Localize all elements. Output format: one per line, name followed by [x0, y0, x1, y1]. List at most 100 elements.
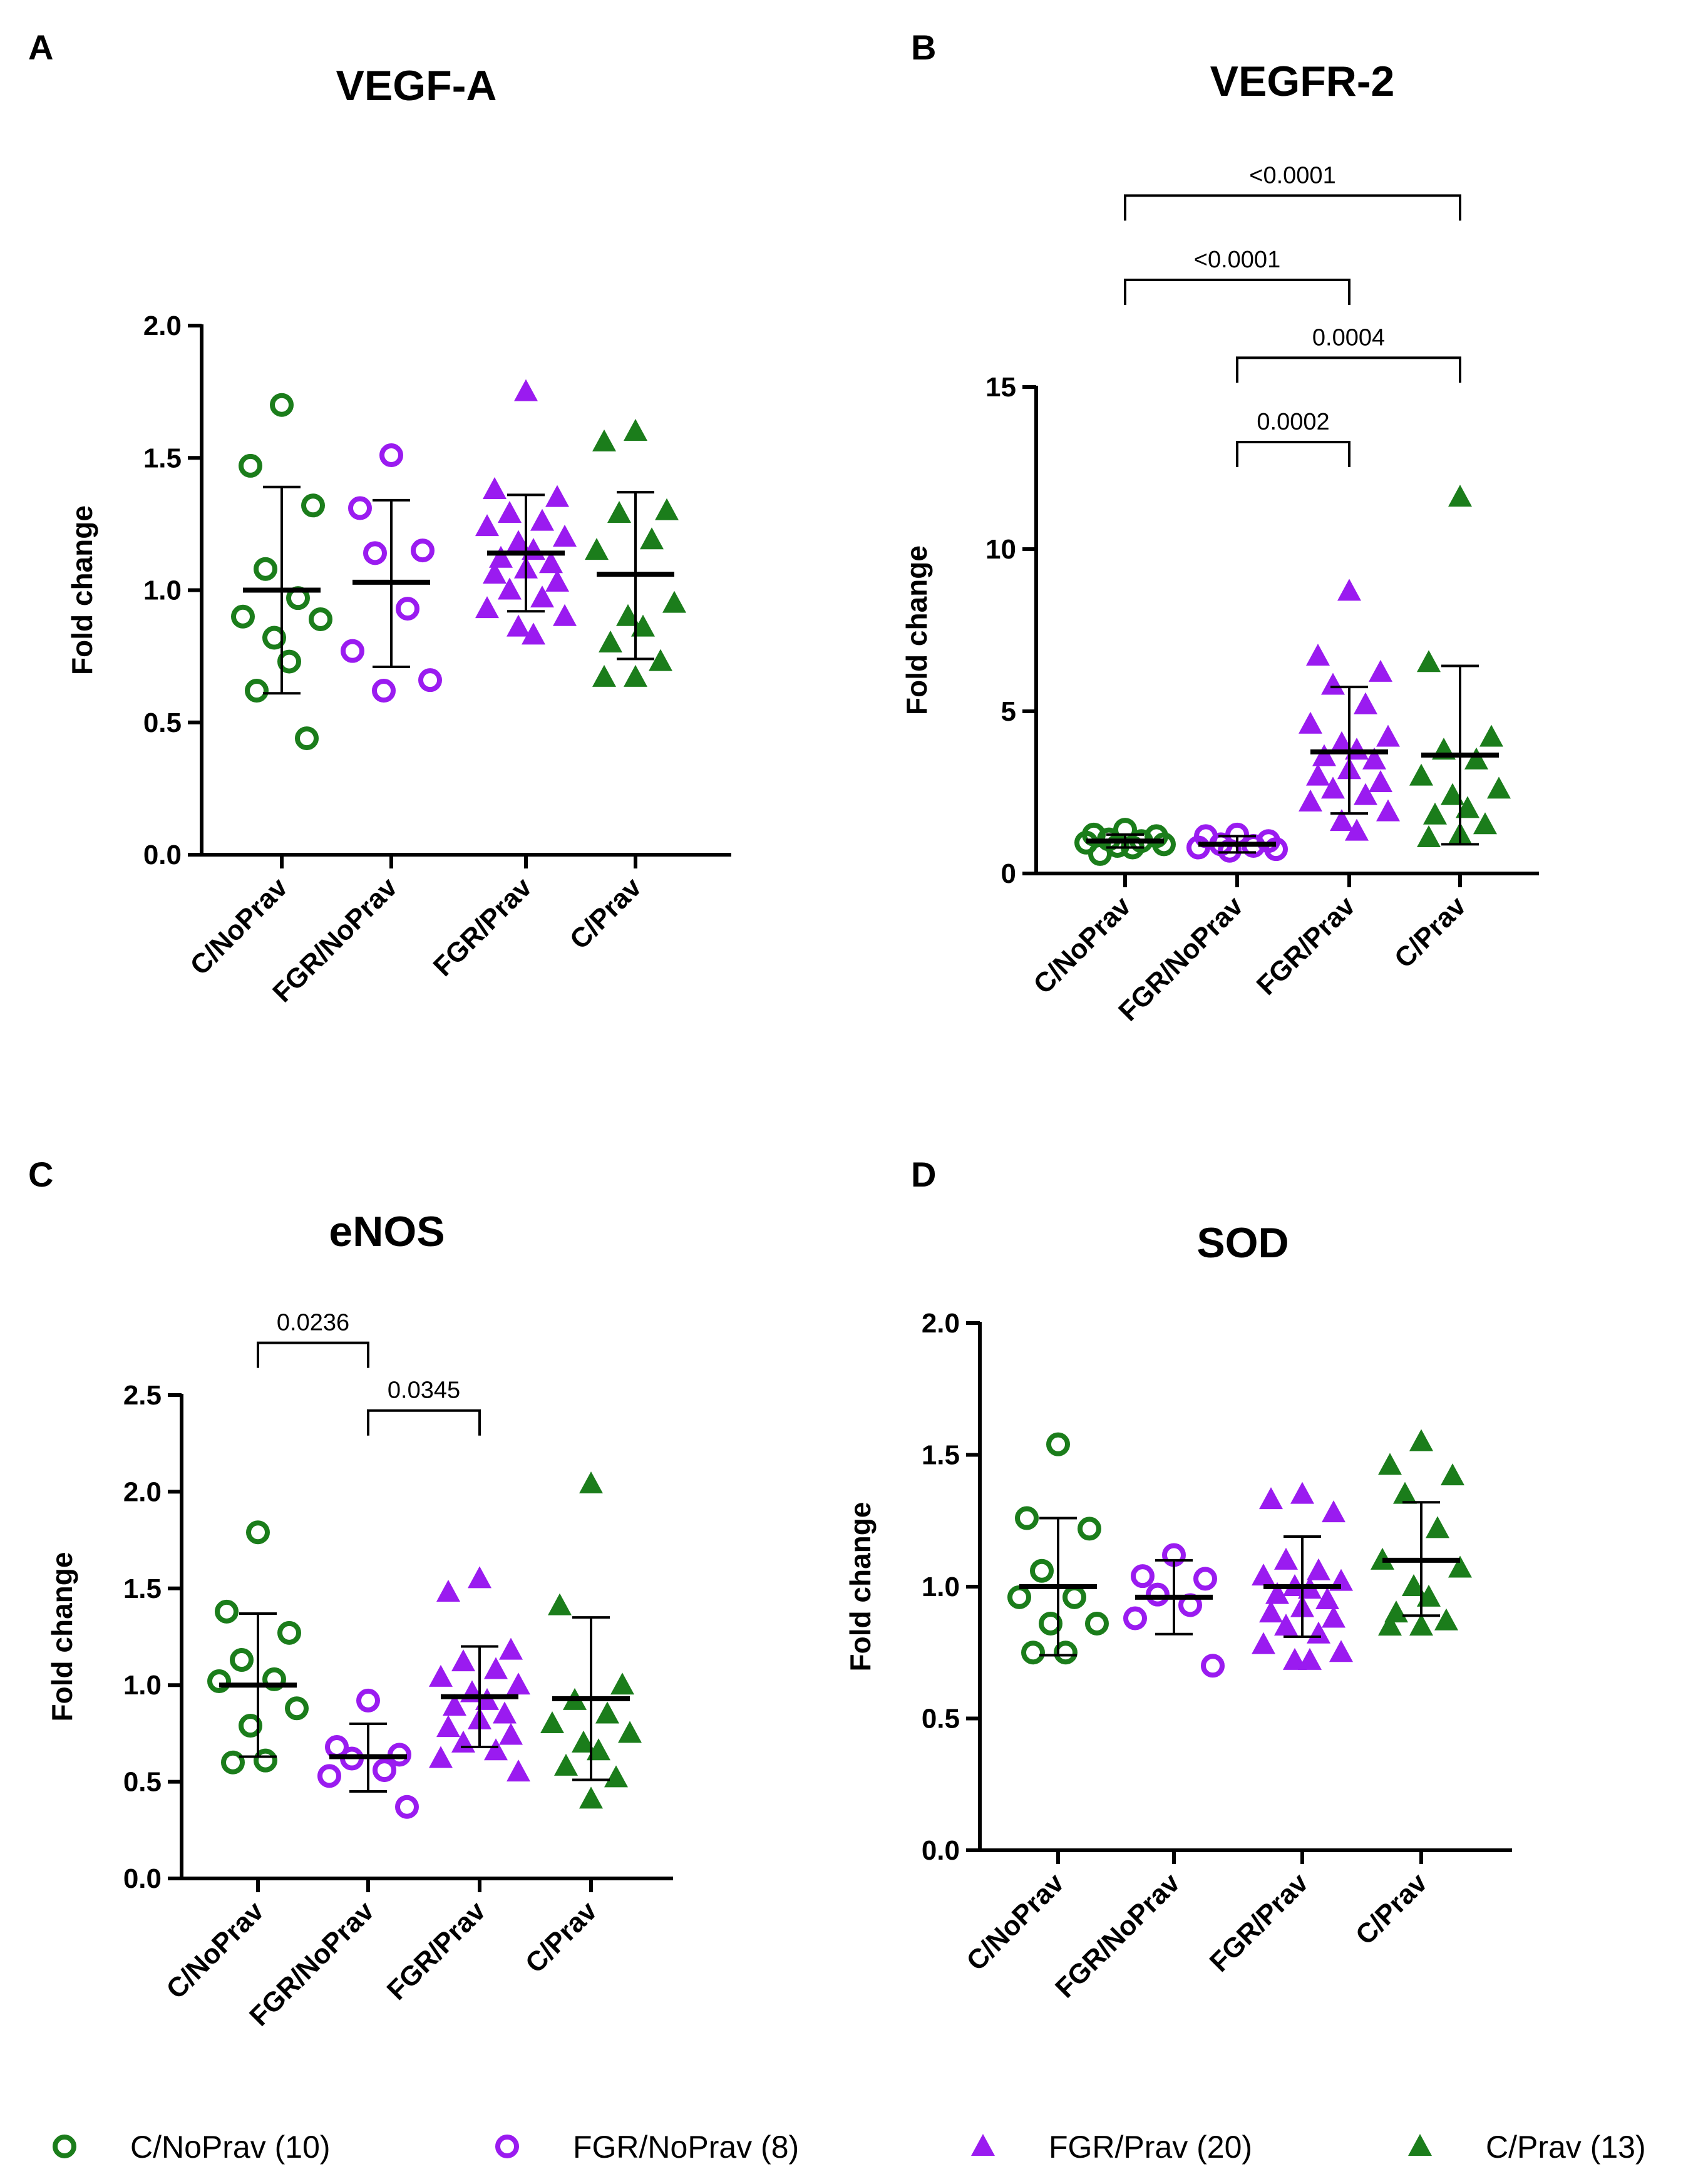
data-point [1054, 1641, 1078, 1665]
series-c-prav [585, 419, 686, 687]
series-c-prav [1371, 1429, 1472, 1636]
data-point [1315, 1587, 1339, 1610]
chart-title: eNOS [329, 1208, 445, 1255]
legend-triangle-icon [971, 2134, 995, 2156]
y-tick-label: 0.0 [123, 1863, 162, 1894]
y-tick-label: 1.0 [922, 1572, 960, 1602]
data-point [545, 569, 569, 592]
x-tick-label: FGR/NoPrav [1049, 1867, 1186, 2004]
significance-bracket: <0.0001 [1124, 247, 1350, 306]
legend-item: C/Prav (13) [1408, 2130, 1646, 2165]
data-point [514, 379, 538, 401]
data-point [499, 1637, 523, 1660]
legend-label: C/Prav (13) [1486, 2130, 1646, 2165]
data-point [1330, 731, 1354, 753]
data-point [530, 508, 554, 531]
data-point [1088, 842, 1112, 866]
x-tick-label: C/Prav [564, 872, 648, 956]
data-point [484, 1738, 508, 1761]
series-c-noprav [1074, 818, 1176, 866]
data-point [1021, 1641, 1045, 1665]
data-point [522, 622, 545, 645]
data-point [507, 1672, 530, 1695]
y-tick-label: 2.0 [922, 1308, 960, 1339]
data-point [373, 1758, 396, 1783]
data-point [262, 626, 286, 650]
x-tick-label: C/Prav [1389, 890, 1473, 974]
data-point [1283, 1647, 1307, 1670]
panel-letter: A [28, 28, 53, 67]
y-tick-label: 2.0 [123, 1476, 162, 1507]
data-point [587, 1738, 610, 1761]
data-point [254, 557, 277, 581]
series-c-prav [540, 1471, 642, 1809]
x-tick-label: FGR/Prav [428, 872, 538, 982]
data-point [1473, 812, 1497, 835]
significance-bracket: 0.0345 [367, 1378, 481, 1436]
data-point [221, 1750, 245, 1775]
x-tick-label: C/NoPrav [960, 1867, 1070, 1977]
panel-letter: D [911, 1155, 936, 1194]
data-point [363, 541, 387, 565]
significance-bracket: 0.0236 [257, 1310, 369, 1368]
data-point [1426, 1516, 1449, 1538]
p-value-label: 0.0236 [277, 1310, 349, 1336]
data-point [231, 604, 255, 629]
data-point [372, 679, 396, 703]
data-point [1218, 838, 1242, 863]
data-point [1039, 1611, 1062, 1636]
y-tick-label: 0.5 [143, 708, 182, 738]
data-point [1299, 711, 1322, 734]
data-point [1362, 747, 1386, 770]
y-tick-label: 2.0 [143, 311, 182, 341]
data-point [436, 1715, 460, 1738]
data-point [483, 476, 507, 499]
series-fgr-noprav [317, 1688, 419, 1819]
data-point [1345, 818, 1369, 841]
data-point [1441, 783, 1464, 805]
y-tick-label: 15 [985, 372, 1016, 403]
data-point [489, 545, 513, 568]
bracket-line [1236, 441, 1350, 468]
data-point [1354, 783, 1377, 805]
data-point [475, 596, 499, 619]
data-point [295, 726, 319, 751]
data-point [1479, 724, 1503, 747]
data-point [1259, 1487, 1283, 1510]
data-point [348, 496, 372, 520]
y-tick-label: 10 [985, 534, 1016, 565]
data-point [545, 485, 569, 507]
legend-item: C/NoPrav (10) [53, 2130, 331, 2165]
data-point [395, 1795, 419, 1819]
data-point [493, 1701, 517, 1724]
x-tick-label: FGR/Prav [1204, 1867, 1315, 1978]
data-point [1307, 1621, 1330, 1644]
series-fgr-noprav [341, 443, 442, 703]
y-axis-label: Fold change [66, 505, 98, 675]
data-point [1298, 1647, 1322, 1670]
p-value-label: 0.0345 [388, 1378, 460, 1404]
y-axis-label: Fold change [46, 1552, 78, 1722]
bracket-line [1124, 194, 1461, 221]
data-point [1423, 802, 1447, 825]
data-point [270, 393, 294, 417]
data-point [592, 664, 616, 687]
data-point [548, 1593, 572, 1615]
data-point [1186, 835, 1210, 860]
data-point [483, 562, 507, 584]
data-point [1290, 1481, 1314, 1504]
data-point [309, 607, 332, 631]
data-point [499, 1723, 523, 1745]
data-point [498, 500, 522, 523]
y-axis-label: Fold change [844, 1502, 877, 1672]
significance-bracket: 0.0004 [1236, 324, 1461, 383]
series-fgr-prav [429, 1566, 530, 1782]
significance-bracket: 0.0002 [1236, 409, 1350, 468]
data-point [539, 551, 563, 574]
data-point [1402, 1574, 1426, 1596]
chart-title: VEGF-A [336, 62, 497, 110]
data-point [616, 604, 640, 626]
data-point [640, 527, 664, 550]
data-point [429, 1664, 453, 1687]
data-point [507, 530, 530, 552]
